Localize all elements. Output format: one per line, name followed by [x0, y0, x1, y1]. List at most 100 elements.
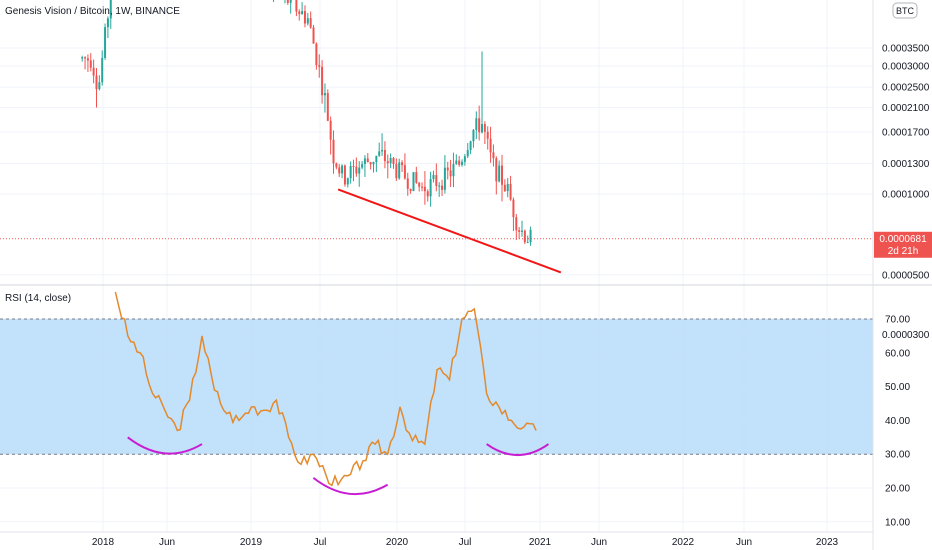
- candle: [458, 155, 461, 167]
- candle-body: [412, 172, 415, 191]
- time-tick-label: Jun: [591, 537, 607, 548]
- candle-body: [95, 75, 98, 90]
- candle-body: [392, 157, 395, 164]
- candle: [469, 140, 472, 155]
- candle: [372, 161, 375, 173]
- rsi-arc: [486, 443, 550, 456]
- candle-body: [469, 141, 472, 151]
- candle: [358, 161, 361, 187]
- time-tick-label: 2019: [240, 537, 263, 548]
- time-tick-label: 2018: [92, 537, 115, 548]
- price-tick-label: 0.0000300: [882, 330, 930, 341]
- candle-body: [432, 175, 435, 180]
- candle: [389, 153, 392, 169]
- candle-body: [438, 185, 441, 187]
- candle-body: [329, 120, 332, 140]
- candle-body: [492, 152, 495, 159]
- rsi-arc: [127, 436, 203, 455]
- candle: [426, 189, 429, 202]
- rsi-tick-label: 50.00: [885, 382, 910, 393]
- candle-body: [526, 242, 529, 244]
- candle: [355, 157, 358, 177]
- candle-body: [503, 184, 506, 192]
- candle-body: [321, 66, 324, 96]
- price-pane[interactable]: [0, 0, 873, 274]
- rsi-tick-label: 70.00: [885, 315, 910, 326]
- candle: [335, 162, 338, 170]
- candle: [429, 171, 432, 207]
- candle-body: [355, 166, 358, 174]
- candle: [338, 164, 341, 177]
- candle-body: [363, 158, 366, 165]
- candle-body: [401, 162, 404, 166]
- price-tick-label: 0.0002100: [882, 103, 930, 114]
- candle: [101, 50, 104, 86]
- time-axis[interactable]: 2018 Jun 2019 Jul 2020 Jul 2021 Jun 2022 Jun 2023: [92, 537, 839, 548]
- candle: [529, 226, 532, 246]
- candle-body: [501, 165, 504, 185]
- candle: [489, 126, 492, 163]
- candle-body: [406, 178, 409, 189]
- candle-body: [341, 165, 344, 174]
- rsi-axis[interactable]: 70.00 60.00 50.00 40.00 30.00 20.00 10.00: [885, 315, 910, 529]
- candle: [309, 11, 312, 29]
- currency-badge[interactable]: BTC: [892, 2, 918, 19]
- candle-body: [346, 178, 349, 185]
- time-tick-label: 2022: [672, 537, 695, 548]
- candle: [341, 164, 344, 179]
- candle-body: [86, 58, 89, 61]
- candle: [81, 55, 84, 62]
- candle: [438, 182, 441, 197]
- candle: [109, 0, 112, 29]
- candle: [466, 143, 469, 159]
- candle: [284, 0, 286, 4]
- candle-body: [381, 149, 384, 152]
- candle-body: [489, 138, 492, 153]
- time-tick-label: Jul: [459, 537, 472, 548]
- rsi-arc: [312, 477, 389, 496]
- price-tick-label: 0.0003500: [882, 44, 930, 55]
- candle-body: [483, 124, 486, 132]
- candle-body: [318, 65, 321, 67]
- candle: [326, 89, 329, 122]
- candle: [421, 182, 424, 192]
- candle-body: [312, 27, 315, 44]
- candle: [375, 155, 378, 172]
- candle: [303, 5, 306, 28]
- candle: [461, 159, 464, 167]
- candle: [301, 2, 304, 15]
- price-axis[interactable]: 0.0003500 0.0003000 0.0002500 0.0002100 0.00…: [882, 44, 930, 341]
- candle: [395, 158, 398, 181]
- candle: [289, 0, 292, 14]
- candle-body: [89, 60, 92, 68]
- candle-body: [289, 0, 292, 3]
- rsi-tick-label: 40.00: [885, 416, 910, 427]
- candle: [369, 162, 372, 170]
- candle-body: [466, 150, 469, 157]
- candle-body: [338, 167, 341, 174]
- candle: [452, 152, 455, 188]
- rsi-tick-label: 20.00: [885, 484, 910, 495]
- candle-body: [323, 93, 326, 96]
- candle-body: [98, 82, 101, 90]
- candle: [501, 154, 504, 202]
- candle: [398, 158, 401, 180]
- rsi-tick-label: 10.00: [885, 517, 910, 528]
- candles: [81, 0, 532, 246]
- candle-body: [369, 162, 372, 165]
- time-tick-label: 2021: [529, 537, 552, 548]
- candle-body: [81, 57, 84, 59]
- candle: [526, 235, 529, 244]
- candle: [315, 42, 318, 70]
- candle-body: [389, 157, 392, 164]
- rsi-pane[interactable]: [0, 291, 873, 496]
- candle: [318, 54, 321, 78]
- time-tick-label: 2020: [386, 537, 409, 548]
- time-tick-label: Jun: [159, 537, 175, 548]
- candle-body: [109, 0, 112, 19]
- candle-body: [421, 186, 424, 188]
- candle-body: [478, 118, 481, 133]
- candle: [481, 51, 484, 134]
- candle-body: [398, 162, 401, 179]
